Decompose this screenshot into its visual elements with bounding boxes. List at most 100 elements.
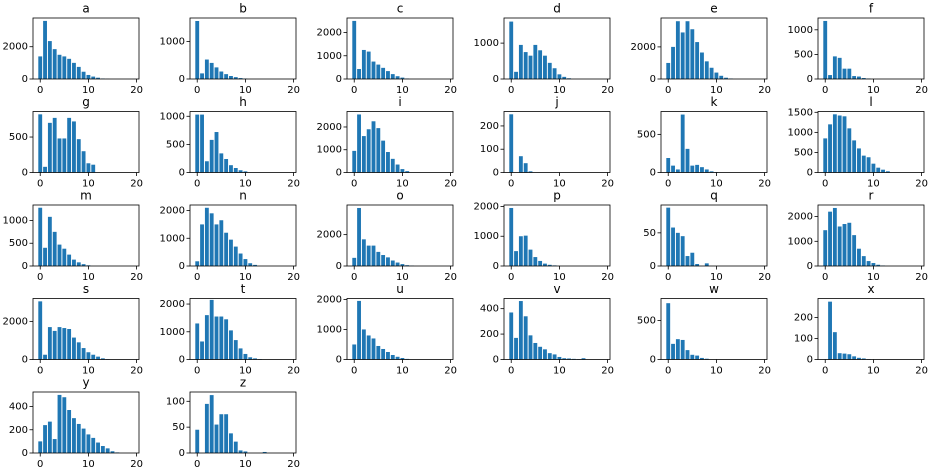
bar bbox=[253, 358, 257, 360]
bar bbox=[72, 337, 76, 360]
bar bbox=[209, 213, 214, 266]
bar bbox=[357, 207, 361, 266]
x-tick-label: 20 bbox=[444, 179, 457, 190]
bar bbox=[204, 403, 209, 453]
y-tick-label: 0 bbox=[336, 355, 342, 366]
y-tick-label: 50 bbox=[172, 422, 185, 433]
bar bbox=[100, 358, 105, 360]
bar bbox=[200, 224, 204, 266]
bar bbox=[390, 74, 395, 79]
subplot-title: l bbox=[869, 95, 872, 109]
x-tick-label: 20 bbox=[915, 85, 928, 96]
subplot-title: w bbox=[709, 282, 719, 296]
bar bbox=[847, 354, 852, 360]
bar bbox=[842, 116, 847, 173]
bar bbox=[671, 165, 675, 173]
bar bbox=[690, 252, 695, 266]
y-tick-label: 1000 bbox=[160, 327, 185, 338]
bar bbox=[248, 263, 253, 266]
x-tick-label: 20 bbox=[444, 85, 457, 96]
bar bbox=[857, 357, 861, 360]
bar bbox=[828, 301, 832, 360]
bar bbox=[823, 138, 828, 173]
bar bbox=[43, 247, 47, 266]
bar bbox=[371, 338, 376, 360]
bar bbox=[509, 114, 514, 173]
y-tick-label: 1000 bbox=[317, 324, 342, 335]
x-tick-label: 0 bbox=[508, 179, 514, 190]
bar bbox=[523, 235, 528, 266]
bar bbox=[243, 171, 248, 173]
y-tick-label: 1000 bbox=[3, 215, 28, 226]
bar bbox=[861, 155, 866, 173]
y-tick-label: 0 bbox=[179, 261, 185, 272]
bar bbox=[214, 132, 219, 173]
bar bbox=[76, 262, 81, 266]
bar bbox=[837, 353, 842, 360]
x-tick-label: 10 bbox=[867, 179, 880, 190]
bar bbox=[52, 117, 57, 173]
x-tick-label: 20 bbox=[758, 179, 771, 190]
x-tick-label: 20 bbox=[130, 85, 143, 96]
y-tick-label: 0 bbox=[650, 261, 656, 272]
axes-frame bbox=[32, 17, 140, 80]
subplot-title: s bbox=[83, 282, 89, 296]
bar bbox=[47, 41, 52, 79]
bar bbox=[543, 349, 547, 360]
bar bbox=[352, 344, 357, 360]
x-tick-label: 0 bbox=[351, 179, 357, 190]
bar bbox=[357, 69, 361, 79]
bar bbox=[219, 316, 224, 360]
axes-frame bbox=[32, 111, 140, 173]
bar bbox=[371, 61, 376, 79]
x-tick-label: 10 bbox=[710, 179, 723, 190]
bar bbox=[523, 316, 528, 360]
bar bbox=[214, 67, 219, 79]
x-tick-label: 10 bbox=[82, 179, 95, 190]
bar bbox=[52, 439, 57, 453]
bar bbox=[837, 57, 842, 79]
x-tick-label: 20 bbox=[287, 459, 300, 467]
x-tick-label: 20 bbox=[601, 272, 614, 283]
axes-frame bbox=[32, 204, 140, 267]
bar bbox=[229, 330, 233, 360]
bar bbox=[876, 264, 881, 266]
x-tick-label: 0 bbox=[37, 366, 43, 377]
x-tick-label: 20 bbox=[287, 85, 300, 96]
axes-frame bbox=[660, 111, 768, 173]
bar bbox=[224, 74, 229, 79]
bar bbox=[695, 264, 700, 266]
x-tick-label: 10 bbox=[82, 272, 95, 283]
bar bbox=[581, 358, 586, 360]
x-tick-label: 20 bbox=[130, 366, 143, 377]
subplot-title: z bbox=[240, 376, 246, 390]
bar bbox=[233, 340, 238, 360]
x-tick-label: 10 bbox=[239, 179, 252, 190]
y-tick-label: 0 bbox=[493, 261, 499, 272]
y-tick-label: 500 bbox=[166, 139, 185, 150]
bar bbox=[91, 437, 96, 453]
x-tick-label: 10 bbox=[867, 366, 880, 377]
bar bbox=[666, 158, 671, 173]
bar bbox=[871, 163, 876, 173]
y-tick-label: 2000 bbox=[317, 122, 342, 133]
bar bbox=[828, 124, 832, 173]
y-tick-label: 200 bbox=[480, 329, 499, 340]
axes-frame bbox=[817, 111, 925, 173]
bar bbox=[352, 20, 357, 79]
bar bbox=[238, 78, 243, 79]
bar bbox=[204, 207, 209, 266]
y-tick-label: 1000 bbox=[474, 231, 499, 242]
bar bbox=[72, 418, 76, 453]
x-tick-label: 10 bbox=[553, 179, 566, 190]
y-tick-label: 0 bbox=[650, 355, 656, 366]
bar bbox=[852, 356, 857, 360]
subplot-title: c bbox=[397, 2, 404, 16]
bar bbox=[700, 167, 704, 173]
bar bbox=[866, 157, 871, 173]
bar bbox=[543, 263, 547, 266]
bar bbox=[62, 138, 67, 173]
axes-frame bbox=[32, 391, 140, 454]
bar bbox=[523, 163, 528, 173]
bar bbox=[195, 429, 200, 453]
